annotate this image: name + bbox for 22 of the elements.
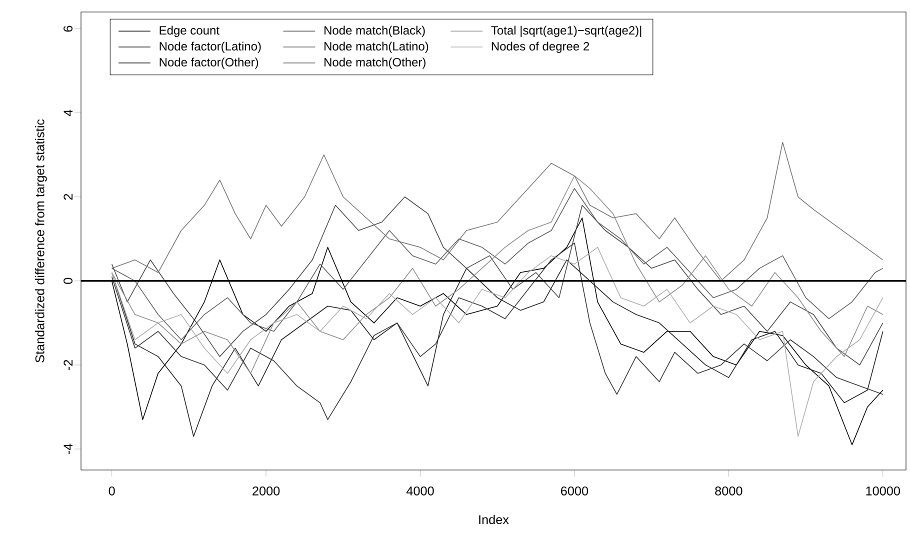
legend-label: Total |sqrt(age1)−sqrt(age2)| bbox=[491, 26, 642, 38]
legend-label: Nodes of degree 2 bbox=[492, 42, 590, 53]
x-tick-label: 0 bbox=[108, 486, 115, 496]
legend-label: Node match(Latino) bbox=[324, 42, 428, 53]
x-tick-label: 10000 bbox=[866, 486, 900, 496]
legend-label: Edge count bbox=[160, 26, 220, 37]
legend-label: Node factor(Other) bbox=[160, 58, 258, 69]
y-tick-label: 6 bbox=[64, 26, 73, 32]
x-tick-label: 4000 bbox=[406, 486, 434, 496]
y-axis-title: Standardized difference from target statistic bbox=[35, 119, 47, 362]
x-axis-title: Index bbox=[479, 514, 509, 524]
legend-label: Node match(Black) bbox=[324, 26, 425, 37]
x-tick-label: 6000 bbox=[561, 486, 588, 496]
legend-label: Node factor(Latino) bbox=[160, 42, 261, 53]
y-tick-label: 2 bbox=[64, 194, 73, 200]
y-tick-label: -2 bbox=[64, 360, 73, 370]
legend-label: Node match(Other) bbox=[324, 58, 426, 69]
x-tick-label: 8000 bbox=[715, 486, 742, 496]
y-tick-label: -4 bbox=[64, 444, 73, 454]
y-tick-label: 0 bbox=[64, 278, 73, 284]
x-tick-label: 2000 bbox=[252, 486, 280, 496]
y-tick-label: 4 bbox=[64, 110, 73, 116]
